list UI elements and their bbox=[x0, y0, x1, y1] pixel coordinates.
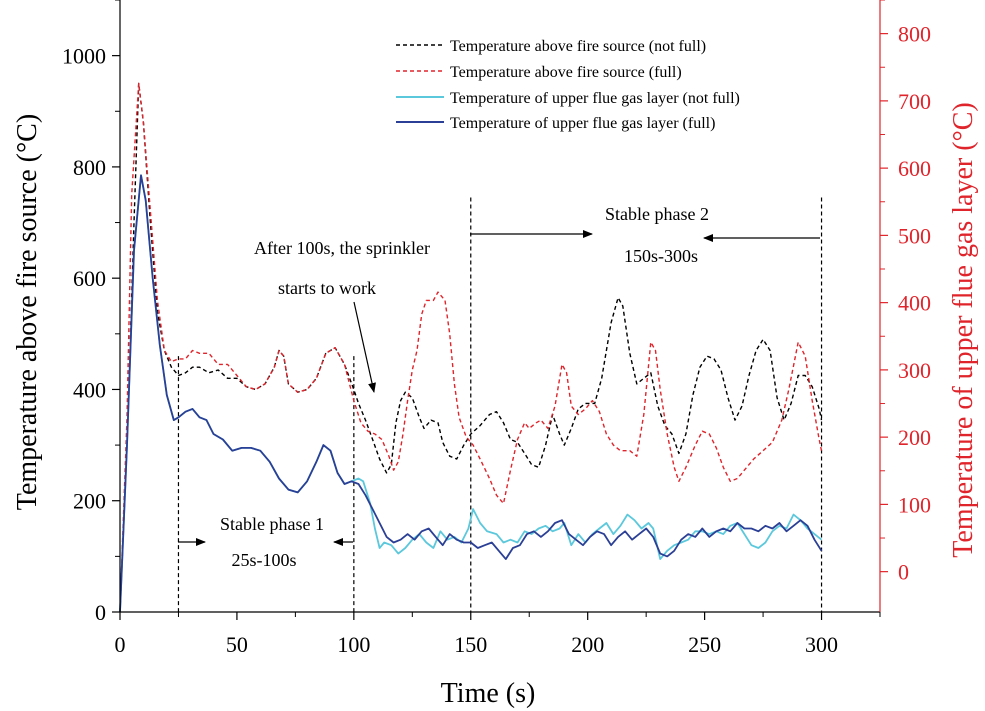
x-tick-label: 250 bbox=[688, 632, 721, 657]
right-y-tick-label: 600 bbox=[898, 156, 931, 181]
series-line-3 bbox=[119, 174, 823, 613]
right-y-tick-label: 400 bbox=[898, 291, 931, 316]
right-y-axis-label: Temperature of upper flue gas layer (°C) bbox=[948, 102, 979, 557]
left-y-tick-label: 0 bbox=[95, 600, 106, 625]
annotations: After 100s, the sprinkler starts to work… bbox=[178, 204, 820, 570]
series-line-1 bbox=[119, 82, 823, 613]
right-y-tick-label: 500 bbox=[898, 223, 931, 248]
phase2-range: 150s-300s bbox=[624, 246, 698, 266]
right-y-tick-label: 800 bbox=[898, 22, 931, 47]
left-y-tick-label: 1000 bbox=[62, 44, 106, 69]
x-axis-label: Time (s) bbox=[441, 678, 536, 709]
right-y-tick-label: 700 bbox=[898, 89, 931, 114]
right-y-tick-label: 100 bbox=[898, 492, 931, 517]
left-y-axis-label: Temperature above fire source (°C) bbox=[12, 114, 43, 510]
phase1-range: 25s-100s bbox=[231, 550, 296, 570]
sprinkler-note-line1: After 100s, the sprinkler bbox=[254, 238, 430, 258]
series-layer bbox=[119, 82, 823, 613]
left-y-tick-label: 600 bbox=[73, 266, 106, 291]
x-tick-label: 200 bbox=[571, 632, 604, 657]
legend-label-full-gas: Temperature of upper flue gas layer (ful… bbox=[450, 115, 715, 132]
legend-label-not-full-fire: Temperature above fire source (not full) bbox=[450, 38, 706, 55]
x-ticks: 0 50 100 150 200 250 300 bbox=[115, 612, 881, 657]
right-y-tick-label: 200 bbox=[898, 425, 931, 450]
right-y-tick-label: 0 bbox=[898, 560, 909, 585]
legend-label-not-full-gas: Temperature of upper flue gas layer (not… bbox=[450, 90, 740, 107]
legend-label-full-fire: Temperature above fire source (full) bbox=[450, 64, 682, 81]
legend: Temperature above fire source (not full)… bbox=[396, 38, 740, 132]
x-tick-label: 50 bbox=[226, 632, 248, 657]
phase2-title: Stable phase 2 bbox=[605, 204, 709, 224]
x-tick-label: 300 bbox=[805, 632, 838, 657]
sprinkler-arrow bbox=[353, 301, 376, 393]
left-y-ticks: 0 200 400 600 800 1000 bbox=[62, 0, 120, 625]
left-y-tick-label: 200 bbox=[73, 489, 106, 514]
sprinkler-note-line2: starts to work bbox=[278, 278, 376, 298]
left-y-tick-label: 400 bbox=[73, 377, 106, 402]
left-y-tick-label: 800 bbox=[73, 155, 106, 180]
series-line-0 bbox=[119, 82, 823, 613]
x-tick-label: 100 bbox=[337, 632, 370, 657]
x-tick-label: 150 bbox=[454, 632, 487, 657]
phase1-title: Stable phase 1 bbox=[220, 514, 324, 534]
right-y-ticks: 0 100 200 300 400 500 600 700 800 bbox=[880, 0, 931, 585]
right-y-tick-label: 300 bbox=[898, 358, 931, 383]
x-tick-label: 0 bbox=[115, 632, 126, 657]
